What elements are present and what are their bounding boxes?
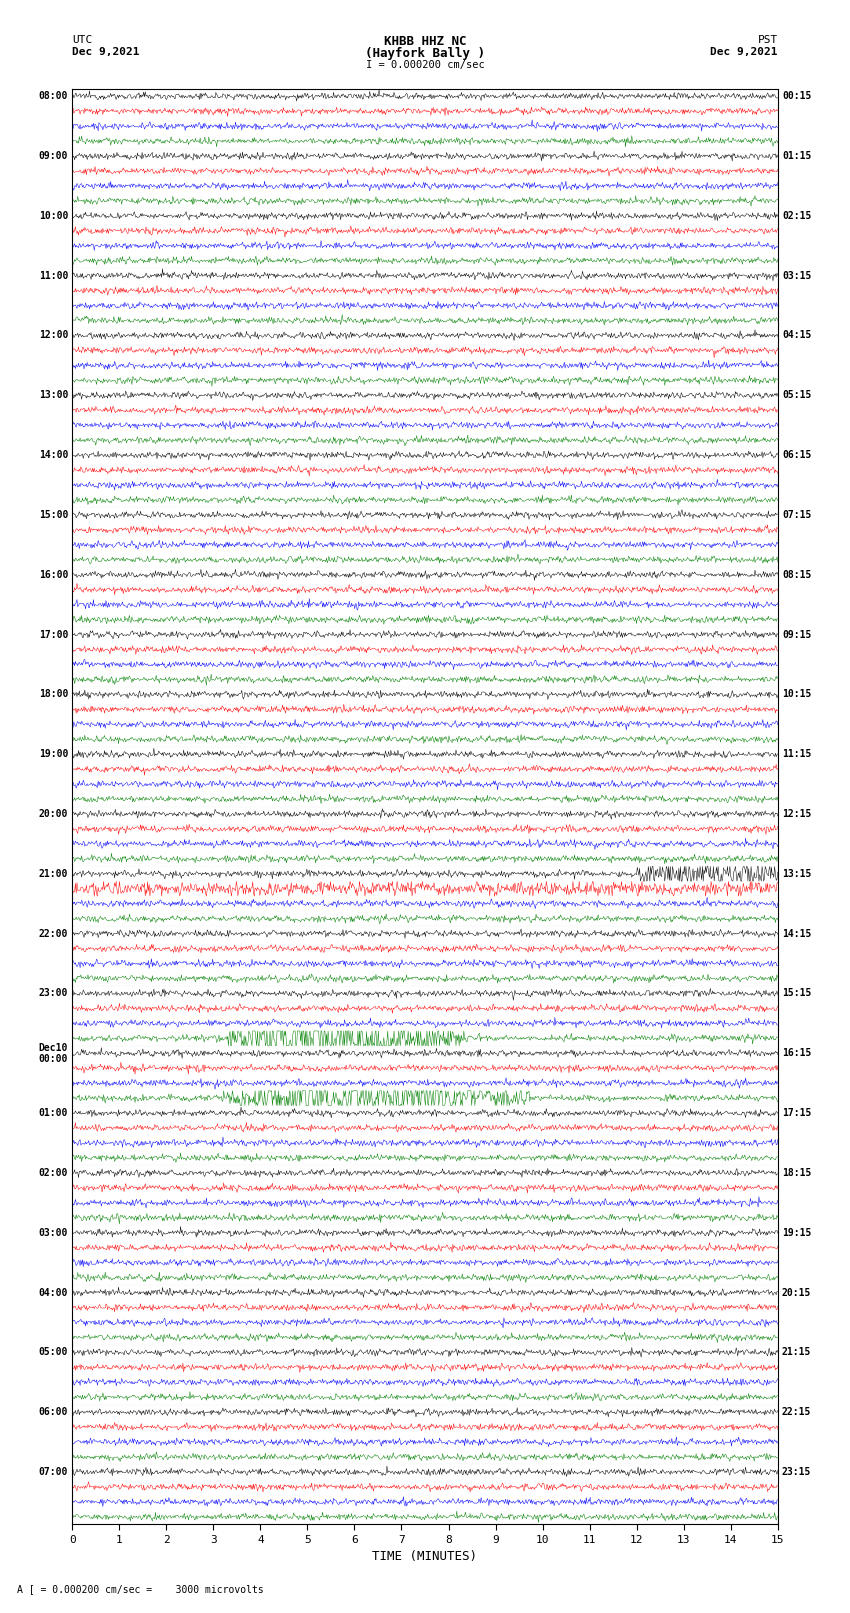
Text: 15:15: 15:15 <box>782 989 812 998</box>
Text: 17:00: 17:00 <box>38 629 68 639</box>
Text: 19:15: 19:15 <box>782 1227 812 1237</box>
Text: 11:00: 11:00 <box>38 271 68 281</box>
Text: Dec10
00:00: Dec10 00:00 <box>38 1044 68 1063</box>
Text: 18:15: 18:15 <box>782 1168 812 1177</box>
Text: 08:15: 08:15 <box>782 569 812 579</box>
Text: 22:15: 22:15 <box>782 1407 812 1418</box>
Text: 16:15: 16:15 <box>782 1048 812 1058</box>
Text: 01:15: 01:15 <box>782 152 812 161</box>
Text: I = 0.000200 cm/sec: I = 0.000200 cm/sec <box>366 60 484 69</box>
Text: 12:00: 12:00 <box>38 331 68 340</box>
Text: 01:00: 01:00 <box>38 1108 68 1118</box>
Text: A [ = 0.000200 cm/sec =    3000 microvolts: A [ = 0.000200 cm/sec = 3000 microvolts <box>17 1584 264 1594</box>
Text: PST: PST <box>757 35 778 45</box>
Text: 21:00: 21:00 <box>38 869 68 879</box>
Text: 20:00: 20:00 <box>38 810 68 819</box>
Text: 03:00: 03:00 <box>38 1227 68 1237</box>
X-axis label: TIME (MINUTES): TIME (MINUTES) <box>372 1550 478 1563</box>
Text: 17:15: 17:15 <box>782 1108 812 1118</box>
Text: 13:00: 13:00 <box>38 390 68 400</box>
Text: 02:00: 02:00 <box>38 1168 68 1177</box>
Text: 05:00: 05:00 <box>38 1347 68 1357</box>
Text: 13:15: 13:15 <box>782 869 812 879</box>
Text: 09:00: 09:00 <box>38 152 68 161</box>
Text: 02:15: 02:15 <box>782 211 812 221</box>
Text: 21:15: 21:15 <box>782 1347 812 1357</box>
Text: 06:00: 06:00 <box>38 1407 68 1418</box>
Text: 18:00: 18:00 <box>38 689 68 700</box>
Text: 07:15: 07:15 <box>782 510 812 519</box>
Text: 20:15: 20:15 <box>782 1287 812 1297</box>
Text: 04:15: 04:15 <box>782 331 812 340</box>
Text: 08:00: 08:00 <box>38 92 68 102</box>
Text: 19:00: 19:00 <box>38 748 68 760</box>
Text: 10:00: 10:00 <box>38 211 68 221</box>
Text: 03:15: 03:15 <box>782 271 812 281</box>
Text: 16:00: 16:00 <box>38 569 68 579</box>
Text: 06:15: 06:15 <box>782 450 812 460</box>
Text: UTC: UTC <box>72 35 93 45</box>
Text: Dec 9,2021: Dec 9,2021 <box>711 47 778 56</box>
Text: 04:00: 04:00 <box>38 1287 68 1297</box>
Text: 22:00: 22:00 <box>38 929 68 939</box>
Text: 09:15: 09:15 <box>782 629 812 639</box>
Text: 14:15: 14:15 <box>782 929 812 939</box>
Text: 15:00: 15:00 <box>38 510 68 519</box>
Text: Dec 9,2021: Dec 9,2021 <box>72 47 139 56</box>
Text: (Hayfork Bally ): (Hayfork Bally ) <box>365 47 485 60</box>
Text: 07:00: 07:00 <box>38 1466 68 1478</box>
Text: 23:15: 23:15 <box>782 1466 812 1478</box>
Text: 05:15: 05:15 <box>782 390 812 400</box>
Text: 14:00: 14:00 <box>38 450 68 460</box>
Text: 00:15: 00:15 <box>782 92 812 102</box>
Text: 11:15: 11:15 <box>782 748 812 760</box>
Text: 23:00: 23:00 <box>38 989 68 998</box>
Text: 12:15: 12:15 <box>782 810 812 819</box>
Text: 10:15: 10:15 <box>782 689 812 700</box>
Text: KHBB HHZ NC: KHBB HHZ NC <box>383 35 467 48</box>
